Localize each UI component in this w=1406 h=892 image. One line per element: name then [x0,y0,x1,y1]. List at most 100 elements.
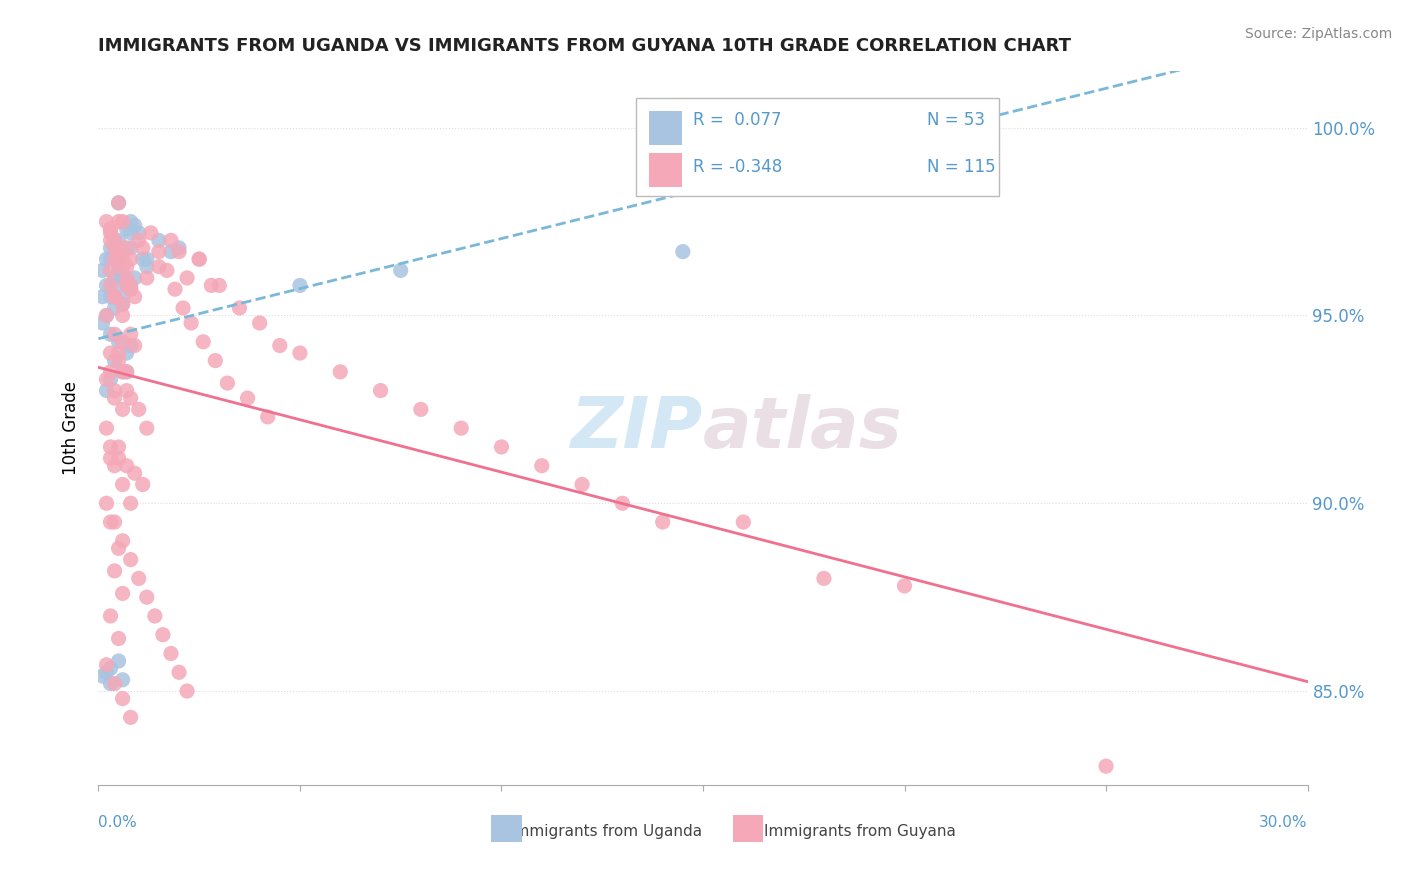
Point [111,365,134,379]
Point [128,571,150,585]
Point [107,252,129,267]
Text: Immigrants from Guyana: Immigrants from Guyana [765,824,956,839]
Point [96,372,118,386]
Point [103,515,125,529]
Point [120,241,142,255]
Point [111,309,134,323]
Point [143,609,166,624]
Point [107,244,129,259]
FancyBboxPatch shape [734,815,763,842]
Point [100,290,122,304]
Point [103,564,125,578]
Point [256,409,278,424]
Point [111,586,134,600]
Point [172,301,194,315]
Point [188,252,211,267]
Point [612,496,634,510]
Text: 30.0%: 30.0% [1260,815,1308,830]
Point [107,541,129,556]
Point [115,384,138,398]
Point [135,590,157,604]
Point [111,533,134,548]
Point [120,391,142,405]
Point [107,233,129,247]
Point [128,233,150,247]
Point [120,552,142,566]
Point [249,316,271,330]
Point [100,661,122,675]
Point [135,271,157,285]
Point [148,244,170,259]
Point [100,365,122,379]
Point [96,309,118,323]
Point [115,278,138,293]
FancyBboxPatch shape [492,815,522,842]
Point [111,214,134,228]
Point [111,673,134,687]
Point [103,233,125,247]
Text: N = 53: N = 53 [927,111,984,128]
Point [132,477,155,491]
Text: R =  0.077: R = 0.077 [693,111,782,128]
Point [100,440,122,454]
Point [96,252,118,267]
Point [135,421,157,435]
Point [217,376,239,390]
Point [204,353,226,368]
Point [111,260,134,274]
Point [96,214,118,228]
Point [120,278,142,293]
FancyBboxPatch shape [637,98,1000,196]
Point [120,338,142,352]
Point [115,458,138,473]
Point [107,252,129,267]
Point [176,684,198,698]
Point [571,477,593,491]
Point [370,384,392,398]
Point [100,372,122,386]
Point [107,263,129,277]
Point [124,271,146,285]
Point [193,334,215,349]
Point [103,290,125,304]
Point [100,346,122,360]
Point [115,260,138,274]
Point [111,334,134,349]
Text: Immigrants from Uganda: Immigrants from Uganda [510,824,703,839]
Point [96,309,118,323]
FancyBboxPatch shape [648,153,682,187]
Point [228,301,250,315]
Point [200,278,222,293]
Point [115,222,138,236]
Point [107,440,129,454]
Point [100,515,122,529]
Text: 0.0%: 0.0% [98,815,138,830]
Point [100,327,122,342]
Point [139,226,162,240]
Point [120,710,142,724]
Point [120,327,142,342]
Point [100,263,122,277]
Text: Source: ZipAtlas.com: Source: ZipAtlas.com [1244,27,1392,41]
Point [103,384,125,398]
Point [103,271,125,285]
Point [103,241,125,255]
Point [167,241,190,255]
FancyBboxPatch shape [648,111,682,145]
Point [91,263,114,277]
Point [96,278,118,293]
Point [530,458,553,473]
Point [120,226,142,240]
Point [107,654,129,668]
Point [107,195,129,210]
Point [124,290,146,304]
Point [160,233,183,247]
Point [111,477,134,491]
Point [651,515,673,529]
Point [100,241,122,255]
Point [236,391,259,405]
Point [100,226,122,240]
Point [132,252,155,267]
Point [128,226,150,240]
Point [329,365,352,379]
